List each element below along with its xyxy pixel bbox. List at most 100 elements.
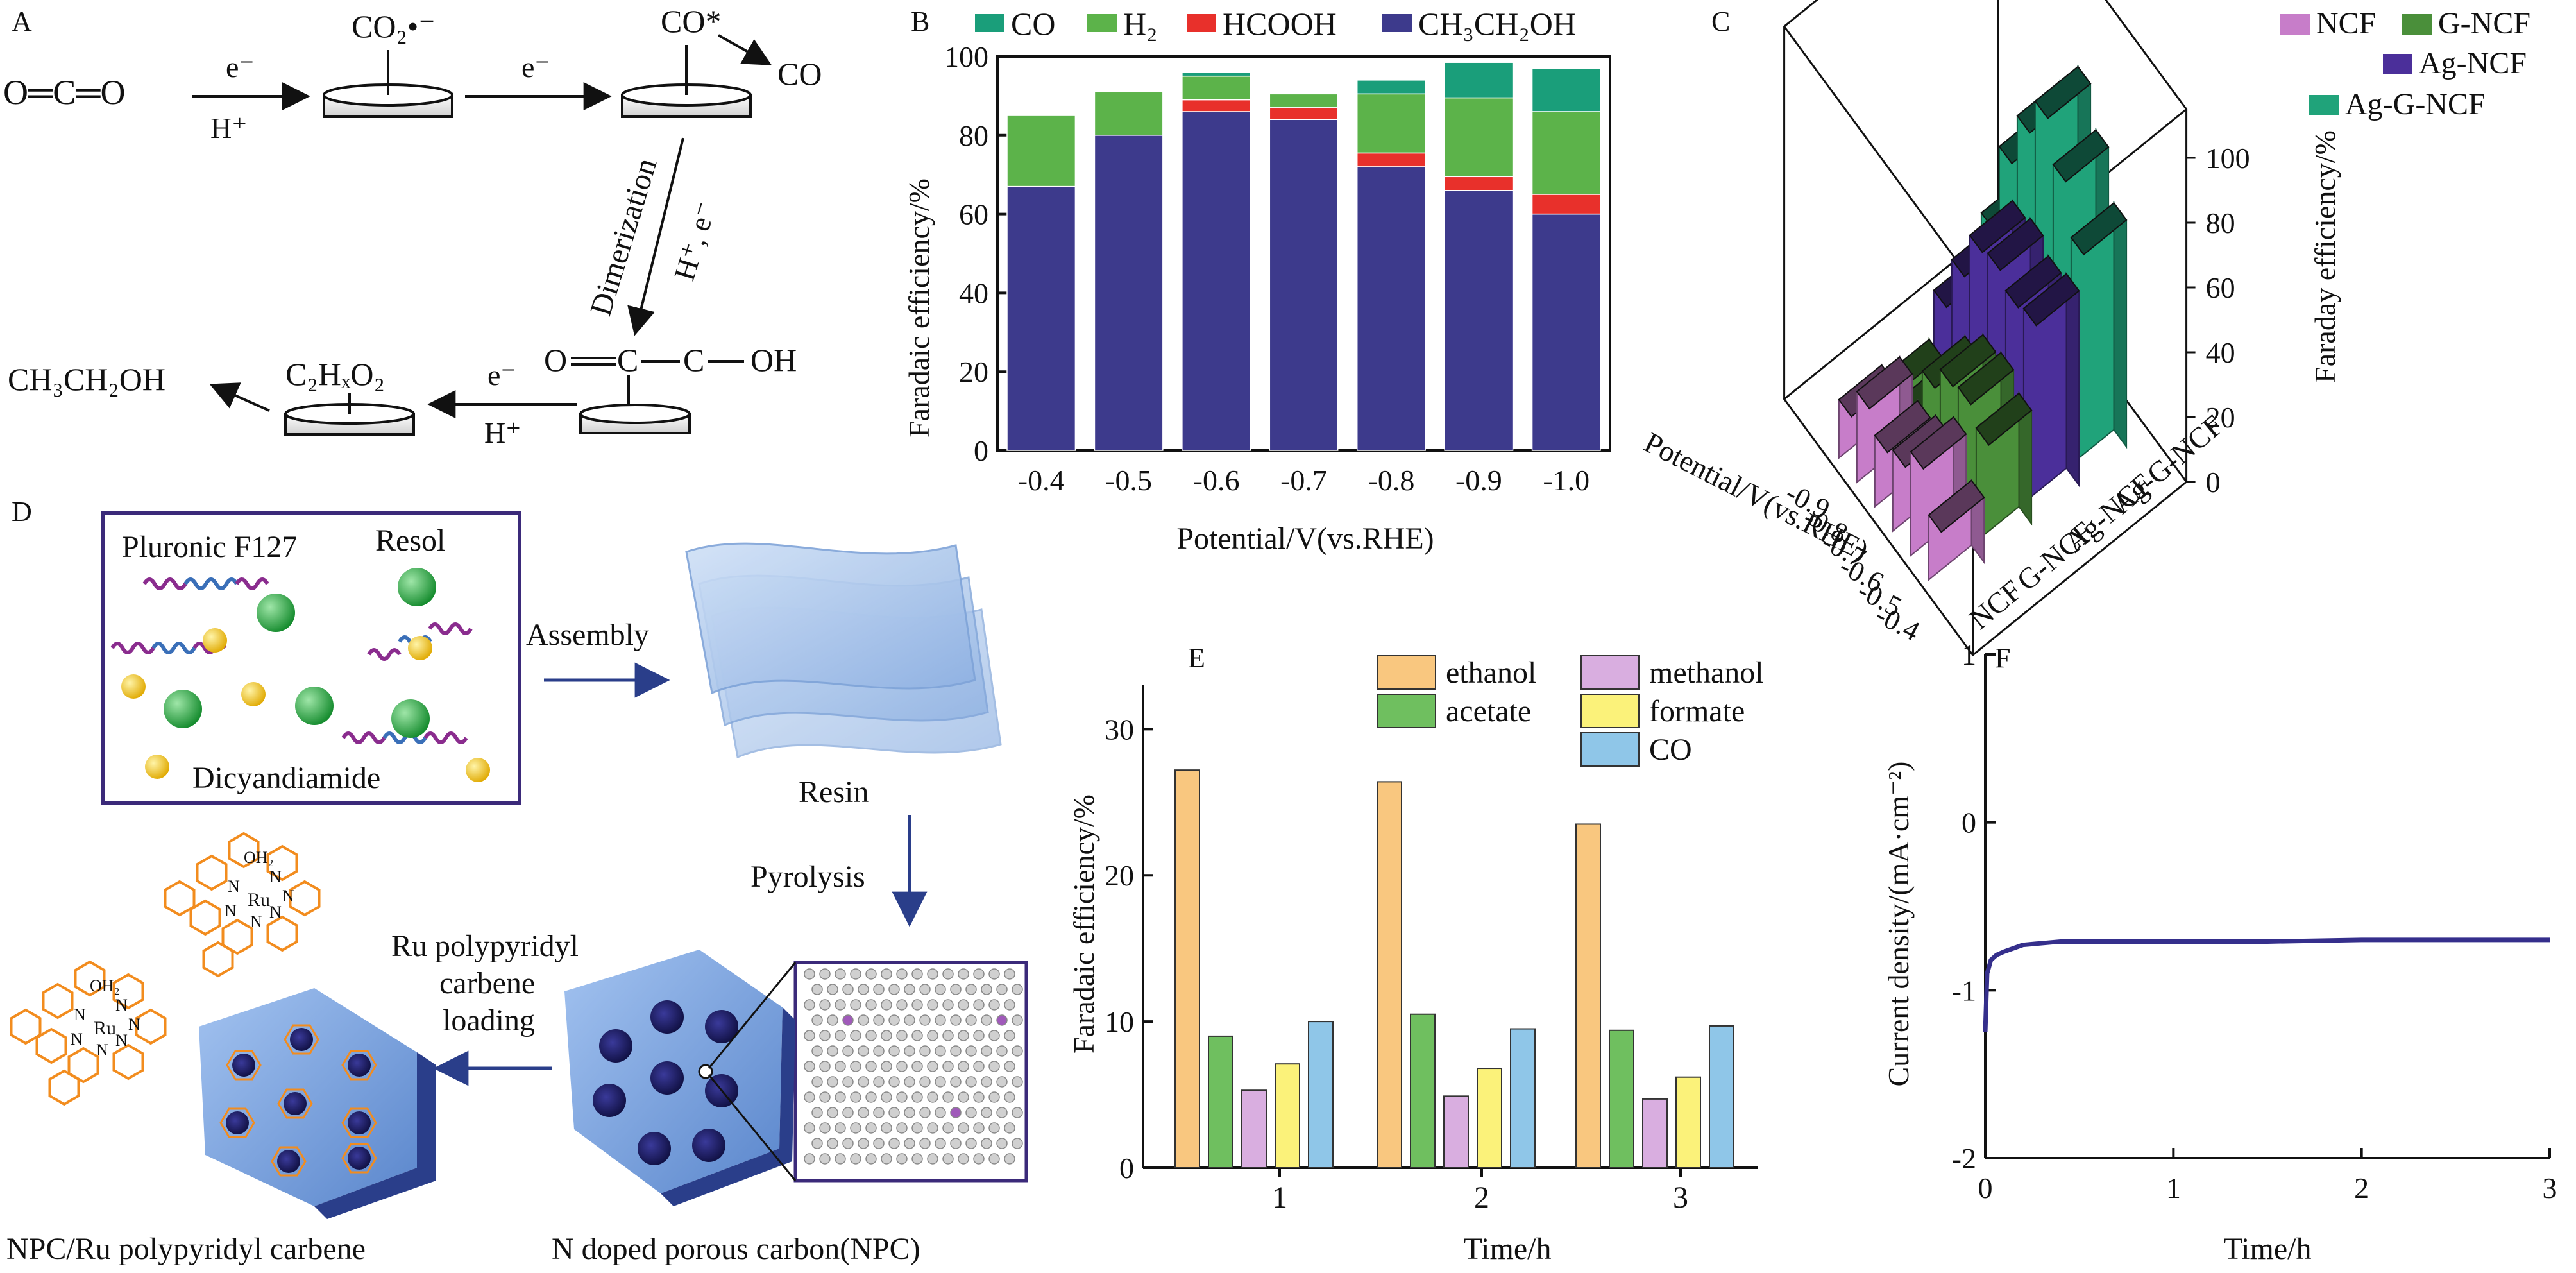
co2-molecule: O═C═O bbox=[3, 73, 126, 112]
nitrogen-label: N bbox=[269, 903, 282, 921]
graphene-atom bbox=[819, 1030, 831, 1041]
graphene-atom bbox=[850, 1030, 861, 1041]
chart-c-legend-label: Ag-NCF bbox=[2419, 46, 2527, 80]
chart-e-bar bbox=[1510, 1028, 1536, 1168]
chart-e-ylabel: Faradaic efficiency/% bbox=[1067, 794, 1100, 1054]
graphene-atom bbox=[996, 1107, 1008, 1118]
panel-e: E ethanol acetate methanol formate CO Farada… bbox=[1067, 642, 1764, 1266]
graphene-atom bbox=[904, 1076, 915, 1088]
graphene-atom bbox=[811, 1107, 823, 1118]
graphene-atom bbox=[804, 999, 815, 1011]
chart-b-bar bbox=[1269, 107, 1339, 120]
chart-b-bar bbox=[1006, 185, 1076, 451]
graphene-atom bbox=[965, 1045, 977, 1057]
graphene-atom bbox=[881, 1061, 892, 1072]
chart-e-bar bbox=[1410, 1013, 1436, 1169]
graphene-atom bbox=[927, 1153, 938, 1165]
graphene-atom bbox=[1012, 1138, 1023, 1149]
graphene-atom bbox=[896, 1153, 908, 1165]
graphene-atom bbox=[958, 1122, 969, 1134]
chart-c-legend-label: G-NCF bbox=[2438, 6, 2530, 40]
graphene-atom bbox=[927, 968, 938, 980]
ligand-ring bbox=[42, 982, 74, 1020]
panel-b-legend: CO H₂ HCOOH CH₃CH₂OH bbox=[975, 6, 1576, 42]
chart-b-xtick-label: -0.6 bbox=[1193, 464, 1240, 497]
chart-c-bar-side bbox=[2065, 271, 2080, 488]
npc-ru-ring bbox=[271, 1146, 307, 1177]
co-star-label: CO* bbox=[661, 3, 721, 39]
graphene-atom bbox=[842, 1014, 854, 1026]
step2-top-label: e⁻ bbox=[521, 51, 550, 83]
chart-b-ytick-label: 60 bbox=[959, 198, 988, 231]
graphene-atom bbox=[965, 1014, 977, 1026]
chart-b-bar bbox=[1531, 194, 1601, 215]
graphene-atom bbox=[965, 984, 977, 995]
chart-b-xtick-label: -0.7 bbox=[1280, 464, 1327, 497]
catalyst-dish-2 bbox=[621, 45, 752, 118]
graphene-atom bbox=[904, 1014, 915, 1026]
graphene-atom bbox=[804, 1122, 815, 1134]
loading-label-1: Ru polypyridyl bbox=[391, 929, 579, 963]
graphene-atom bbox=[896, 999, 908, 1011]
graphene-atom bbox=[842, 1045, 854, 1057]
arrow-a4 bbox=[209, 382, 270, 412]
graphene-atom bbox=[927, 1091, 938, 1103]
graphene-atom bbox=[888, 1076, 900, 1088]
graphene-atom bbox=[927, 1061, 938, 1072]
graphene-atom bbox=[850, 1153, 861, 1165]
graphene-atom bbox=[881, 1030, 892, 1041]
panel-a-label: A bbox=[12, 6, 32, 37]
chart-e-bar bbox=[1208, 1035, 1233, 1168]
graphene-atom bbox=[935, 1107, 946, 1118]
panel-f-label: F bbox=[1995, 642, 2010, 674]
graphene-atom bbox=[927, 1030, 938, 1041]
graphene-atom bbox=[888, 984, 900, 995]
chart-c-bar-side bbox=[2113, 201, 2128, 449]
panel-a: A O═C═O e⁻ H⁺ CO₂•⁻ e⁻ CO* CO Dimerizati… bbox=[3, 3, 822, 449]
resin-sheets bbox=[685, 542, 1002, 759]
graphene-atom bbox=[911, 1061, 923, 1072]
chart-e-bar bbox=[1575, 823, 1601, 1168]
graphene-atom bbox=[942, 999, 954, 1011]
npc-ru-ring bbox=[341, 1107, 377, 1138]
graphene-atom bbox=[958, 999, 969, 1011]
chart-c-bar-top bbox=[1939, 334, 1997, 388]
chart-b-ytick-label: 0 bbox=[974, 434, 988, 467]
npc-ru-pore bbox=[348, 1111, 371, 1134]
nitrogen-label: N bbox=[115, 1031, 128, 1050]
chart-c-bar-top bbox=[1987, 218, 2044, 271]
graphene-atom bbox=[965, 1138, 977, 1149]
graphene-atom bbox=[888, 1045, 900, 1057]
chart-c-bar-top bbox=[1957, 352, 2015, 406]
graphene-atom bbox=[958, 1091, 969, 1103]
graphene-atom bbox=[942, 1153, 954, 1165]
chart-e-legend-swatch bbox=[1377, 655, 1436, 690]
ligand-ring bbox=[221, 918, 253, 955]
chart-c-legend-label: NCF bbox=[2316, 6, 2376, 40]
nitrogen-label: N bbox=[250, 912, 262, 931]
chart-b-legend-swatch bbox=[1187, 14, 1216, 32]
ligand-ring bbox=[112, 973, 144, 1010]
step3-bottom-label: H⁺ bbox=[484, 416, 521, 449]
chart-e-xtick-label: 2 bbox=[1474, 1181, 1489, 1215]
chart-b-bar bbox=[1182, 75, 1251, 101]
chart-e-bar bbox=[1241, 1089, 1267, 1168]
chart-b-xtick-label: -0.9 bbox=[1455, 464, 1502, 497]
graphene-atom bbox=[888, 1107, 900, 1118]
chart-b-bar bbox=[1356, 93, 1426, 154]
co-released-label: CO bbox=[777, 56, 822, 92]
graphene-atom bbox=[865, 999, 877, 1011]
graphene-atom bbox=[850, 968, 861, 980]
graphene-atom bbox=[873, 1107, 885, 1118]
graphene-atom bbox=[958, 1153, 969, 1165]
npc-label: N doped porous carbon(NPC) bbox=[552, 1232, 920, 1266]
chart-e-xtick-label: 1 bbox=[1272, 1181, 1287, 1215]
ligand-ring bbox=[164, 880, 196, 917]
graphene-atom bbox=[988, 1153, 1000, 1165]
graphene-atom bbox=[858, 1138, 869, 1149]
graphene-atom bbox=[827, 984, 838, 995]
chart-c-legend-swatch bbox=[2309, 95, 2339, 115]
catalyst-dish-3 bbox=[284, 393, 415, 436]
loading-label-2: carbene bbox=[439, 966, 535, 1000]
